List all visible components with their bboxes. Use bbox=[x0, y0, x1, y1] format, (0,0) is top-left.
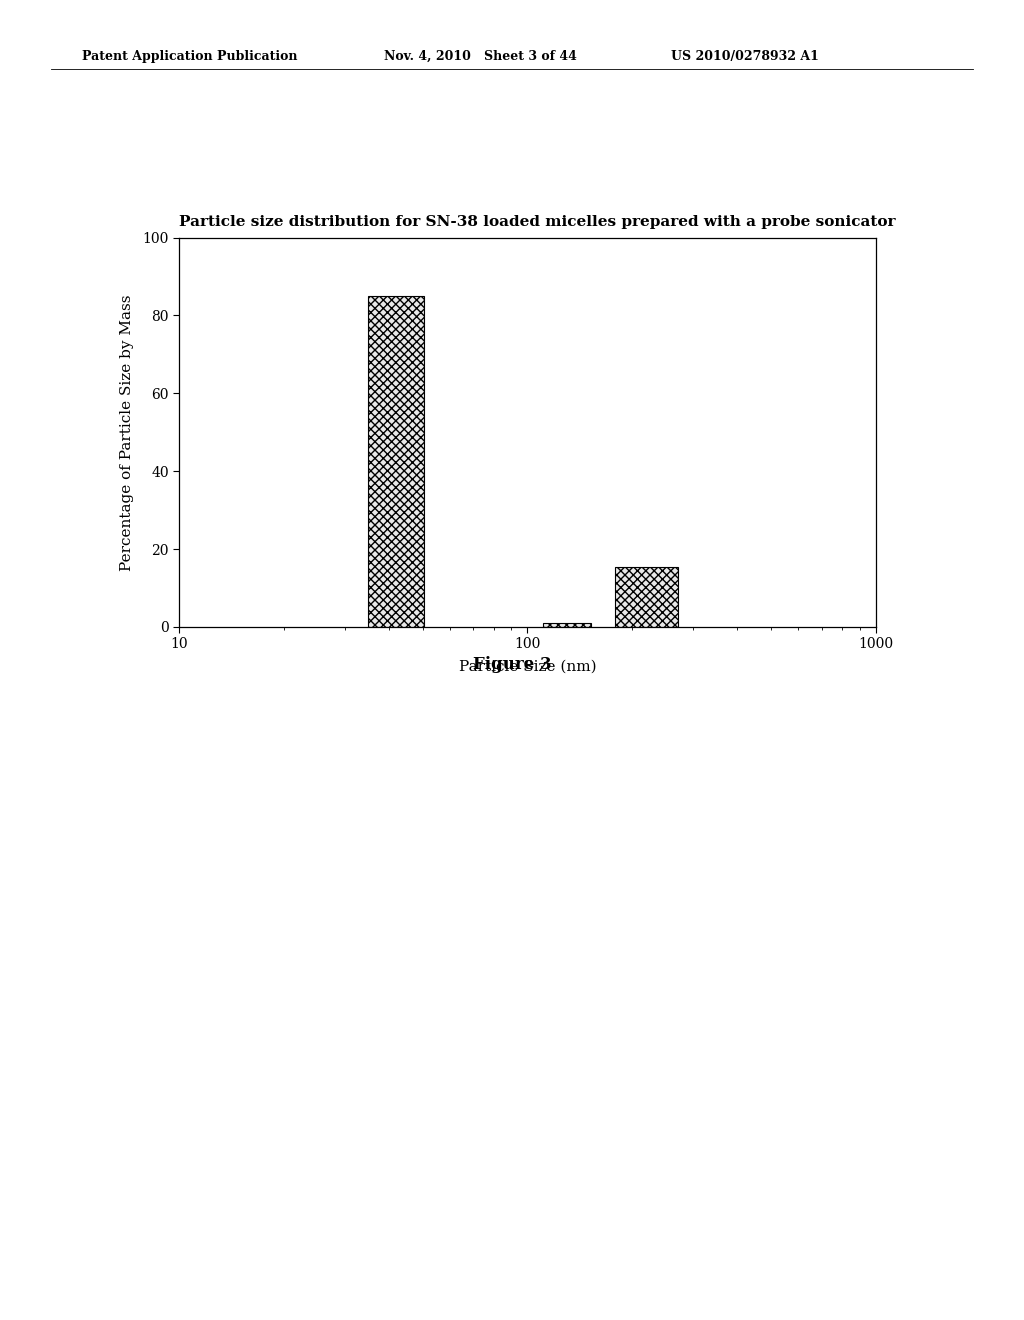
Text: Patent Application Publication: Patent Application Publication bbox=[82, 50, 297, 63]
Y-axis label: Percentage of Particle Size by Mass: Percentage of Particle Size by Mass bbox=[120, 294, 134, 570]
Text: Figure 3: Figure 3 bbox=[473, 656, 551, 673]
Bar bbox=[369, 296, 424, 627]
Bar bbox=[543, 623, 592, 627]
Text: Nov. 4, 2010   Sheet 3 of 44: Nov. 4, 2010 Sheet 3 of 44 bbox=[384, 50, 577, 63]
X-axis label: Particle Size (nm): Particle Size (nm) bbox=[459, 660, 596, 673]
Text: Particle size distribution for SN-38 loaded micelles prepared with a probe sonic: Particle size distribution for SN-38 loa… bbox=[179, 215, 896, 230]
Text: US 2010/0278932 A1: US 2010/0278932 A1 bbox=[671, 50, 818, 63]
Bar bbox=[615, 566, 678, 627]
